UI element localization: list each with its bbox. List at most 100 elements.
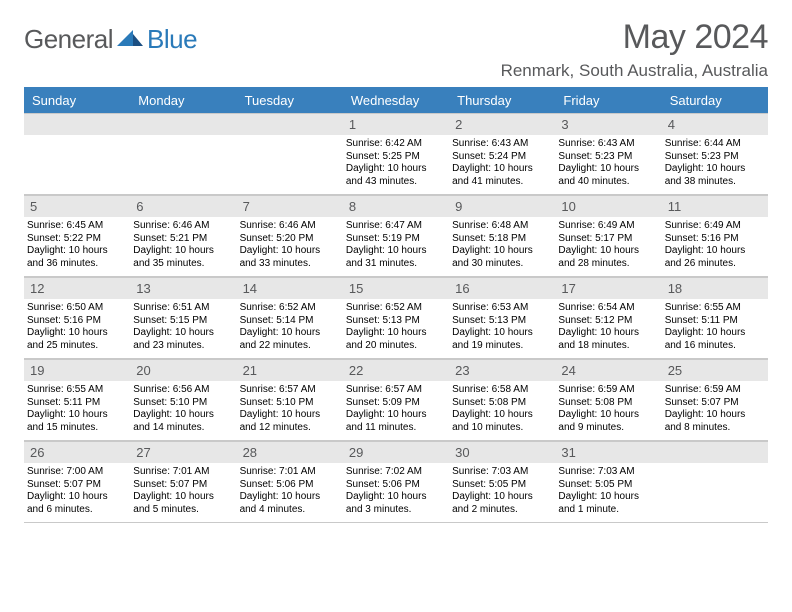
day-number: 4 [662, 113, 768, 135]
day-number: 29 [343, 441, 449, 463]
week-row: 5Sunrise: 6:45 AMSunset: 5:22 PMDaylight… [24, 195, 768, 277]
day-line: and 1 minute. [558, 504, 658, 517]
day-line: Sunrise: 7:02 AM [346, 466, 446, 479]
day-line: Daylight: 10 hours [27, 327, 127, 340]
week-row: 1Sunrise: 6:42 AMSunset: 5:25 PMDaylight… [24, 113, 768, 195]
day-line: and 15 minutes. [27, 422, 127, 435]
week-row: 12Sunrise: 6:50 AMSunset: 5:16 PMDayligh… [24, 277, 768, 359]
day-line: Daylight: 10 hours [665, 163, 765, 176]
day-line: Sunset: 5:11 PM [665, 315, 765, 328]
day-line: Sunset: 5:12 PM [558, 315, 658, 328]
day-line: Sunset: 5:18 PM [452, 233, 552, 246]
day-line: and 20 minutes. [346, 340, 446, 353]
day-line: Daylight: 10 hours [240, 491, 340, 504]
day-line: Sunrise: 6:53 AM [452, 302, 552, 315]
day-body: Sunrise: 6:48 AMSunset: 5:18 PMDaylight:… [449, 217, 555, 276]
day-line: Sunrise: 6:55 AM [665, 302, 765, 315]
day-line: Sunrise: 6:59 AM [558, 384, 658, 397]
day-line: and 14 minutes. [133, 422, 233, 435]
location-subtitle: Renmark, South Australia, Australia [501, 61, 768, 81]
day-body: Sunrise: 6:52 AMSunset: 5:13 PMDaylight:… [343, 299, 449, 358]
day-line: Sunrise: 6:57 AM [346, 384, 446, 397]
day-body [237, 135, 343, 189]
day-line: and 33 minutes. [240, 258, 340, 271]
day-line: Daylight: 10 hours [240, 327, 340, 340]
day-body: Sunrise: 6:57 AMSunset: 5:09 PMDaylight:… [343, 381, 449, 440]
day-cell [662, 441, 768, 523]
day-line: Daylight: 10 hours [133, 327, 233, 340]
day-line: Daylight: 10 hours [27, 491, 127, 504]
page-header: General Blue May 2024 Renmark, South Aus… [24, 18, 768, 81]
day-line: Sunset: 5:06 PM [240, 479, 340, 492]
day-line: Daylight: 10 hours [452, 327, 552, 340]
day-cell: 15Sunrise: 6:52 AMSunset: 5:13 PMDayligh… [343, 277, 449, 359]
day-line: Sunrise: 6:46 AM [133, 220, 233, 233]
day-line: and 9 minutes. [558, 422, 658, 435]
day-line: Sunset: 5:17 PM [558, 233, 658, 246]
day-line: Daylight: 10 hours [452, 409, 552, 422]
day-cell: 25Sunrise: 6:59 AMSunset: 5:07 PMDayligh… [662, 359, 768, 441]
day-line: Sunrise: 6:59 AM [665, 384, 765, 397]
month-title: May 2024 [501, 18, 768, 57]
day-line: Daylight: 10 hours [133, 409, 233, 422]
day-line: Sunrise: 6:46 AM [240, 220, 340, 233]
weeks-container: 1Sunrise: 6:42 AMSunset: 5:25 PMDaylight… [24, 113, 768, 523]
day-line: and 4 minutes. [240, 504, 340, 517]
day-number: 19 [24, 359, 130, 381]
day-number: 9 [449, 195, 555, 217]
day-number: 25 [662, 359, 768, 381]
day-body [24, 135, 130, 189]
day-body: Sunrise: 6:45 AMSunset: 5:22 PMDaylight:… [24, 217, 130, 276]
day-number: 30 [449, 441, 555, 463]
day-line: Sunset: 5:21 PM [133, 233, 233, 246]
day-line: Sunset: 5:07 PM [665, 397, 765, 410]
day-body: Sunrise: 6:56 AMSunset: 5:10 PMDaylight:… [130, 381, 236, 440]
day-cell: 13Sunrise: 6:51 AMSunset: 5:15 PMDayligh… [130, 277, 236, 359]
day-number: 13 [130, 277, 236, 299]
day-line: Sunset: 5:16 PM [665, 233, 765, 246]
day-line: and 22 minutes. [240, 340, 340, 353]
logo-text-general: General [24, 24, 113, 55]
day-line: Daylight: 10 hours [558, 327, 658, 340]
day-line: Sunrise: 6:45 AM [27, 220, 127, 233]
day-line: Sunset: 5:23 PM [665, 151, 765, 164]
day-number: 2 [449, 113, 555, 135]
day-body: Sunrise: 7:00 AMSunset: 5:07 PMDaylight:… [24, 463, 130, 522]
day-body: Sunrise: 6:58 AMSunset: 5:08 PMDaylight:… [449, 381, 555, 440]
day-line: Daylight: 10 hours [558, 163, 658, 176]
calendar-grid: Sunday Monday Tuesday Wednesday Thursday… [24, 88, 768, 523]
day-body: Sunrise: 7:03 AMSunset: 5:05 PMDaylight:… [555, 463, 661, 522]
day-cell: 10Sunrise: 6:49 AMSunset: 5:17 PMDayligh… [555, 195, 661, 277]
day-line: Daylight: 10 hours [665, 327, 765, 340]
day-number: 27 [130, 441, 236, 463]
day-line: and 25 minutes. [27, 340, 127, 353]
day-cell: 20Sunrise: 6:56 AMSunset: 5:10 PMDayligh… [130, 359, 236, 441]
day-body: Sunrise: 6:55 AMSunset: 5:11 PMDaylight:… [24, 381, 130, 440]
day-body: Sunrise: 6:49 AMSunset: 5:16 PMDaylight:… [662, 217, 768, 276]
day-line: Daylight: 10 hours [452, 245, 552, 258]
day-line: Daylight: 10 hours [558, 491, 658, 504]
day-cell: 11Sunrise: 6:49 AMSunset: 5:16 PMDayligh… [662, 195, 768, 277]
day-cell: 24Sunrise: 6:59 AMSunset: 5:08 PMDayligh… [555, 359, 661, 441]
day-line: Sunrise: 7:01 AM [133, 466, 233, 479]
day-number [662, 441, 768, 463]
day-line: Sunrise: 6:49 AM [558, 220, 658, 233]
day-line: and 19 minutes. [452, 340, 552, 353]
day-cell: 21Sunrise: 6:57 AMSunset: 5:10 PMDayligh… [237, 359, 343, 441]
day-line: Sunrise: 6:54 AM [558, 302, 658, 315]
day-number: 24 [555, 359, 661, 381]
day-line: Sunrise: 7:03 AM [558, 466, 658, 479]
day-number: 1 [343, 113, 449, 135]
day-line: Daylight: 10 hours [240, 409, 340, 422]
day-cell: 2Sunrise: 6:43 AMSunset: 5:24 PMDaylight… [449, 113, 555, 195]
day-line: Sunset: 5:05 PM [452, 479, 552, 492]
day-line: Sunset: 5:11 PM [27, 397, 127, 410]
day-line: and 28 minutes. [558, 258, 658, 271]
day-number: 26 [24, 441, 130, 463]
day-number: 10 [555, 195, 661, 217]
day-cell: 29Sunrise: 7:02 AMSunset: 5:06 PMDayligh… [343, 441, 449, 523]
day-cell: 1Sunrise: 6:42 AMSunset: 5:25 PMDaylight… [343, 113, 449, 195]
day-line: Sunrise: 6:51 AM [133, 302, 233, 315]
day-line: Sunset: 5:08 PM [558, 397, 658, 410]
day-cell: 28Sunrise: 7:01 AMSunset: 5:06 PMDayligh… [237, 441, 343, 523]
